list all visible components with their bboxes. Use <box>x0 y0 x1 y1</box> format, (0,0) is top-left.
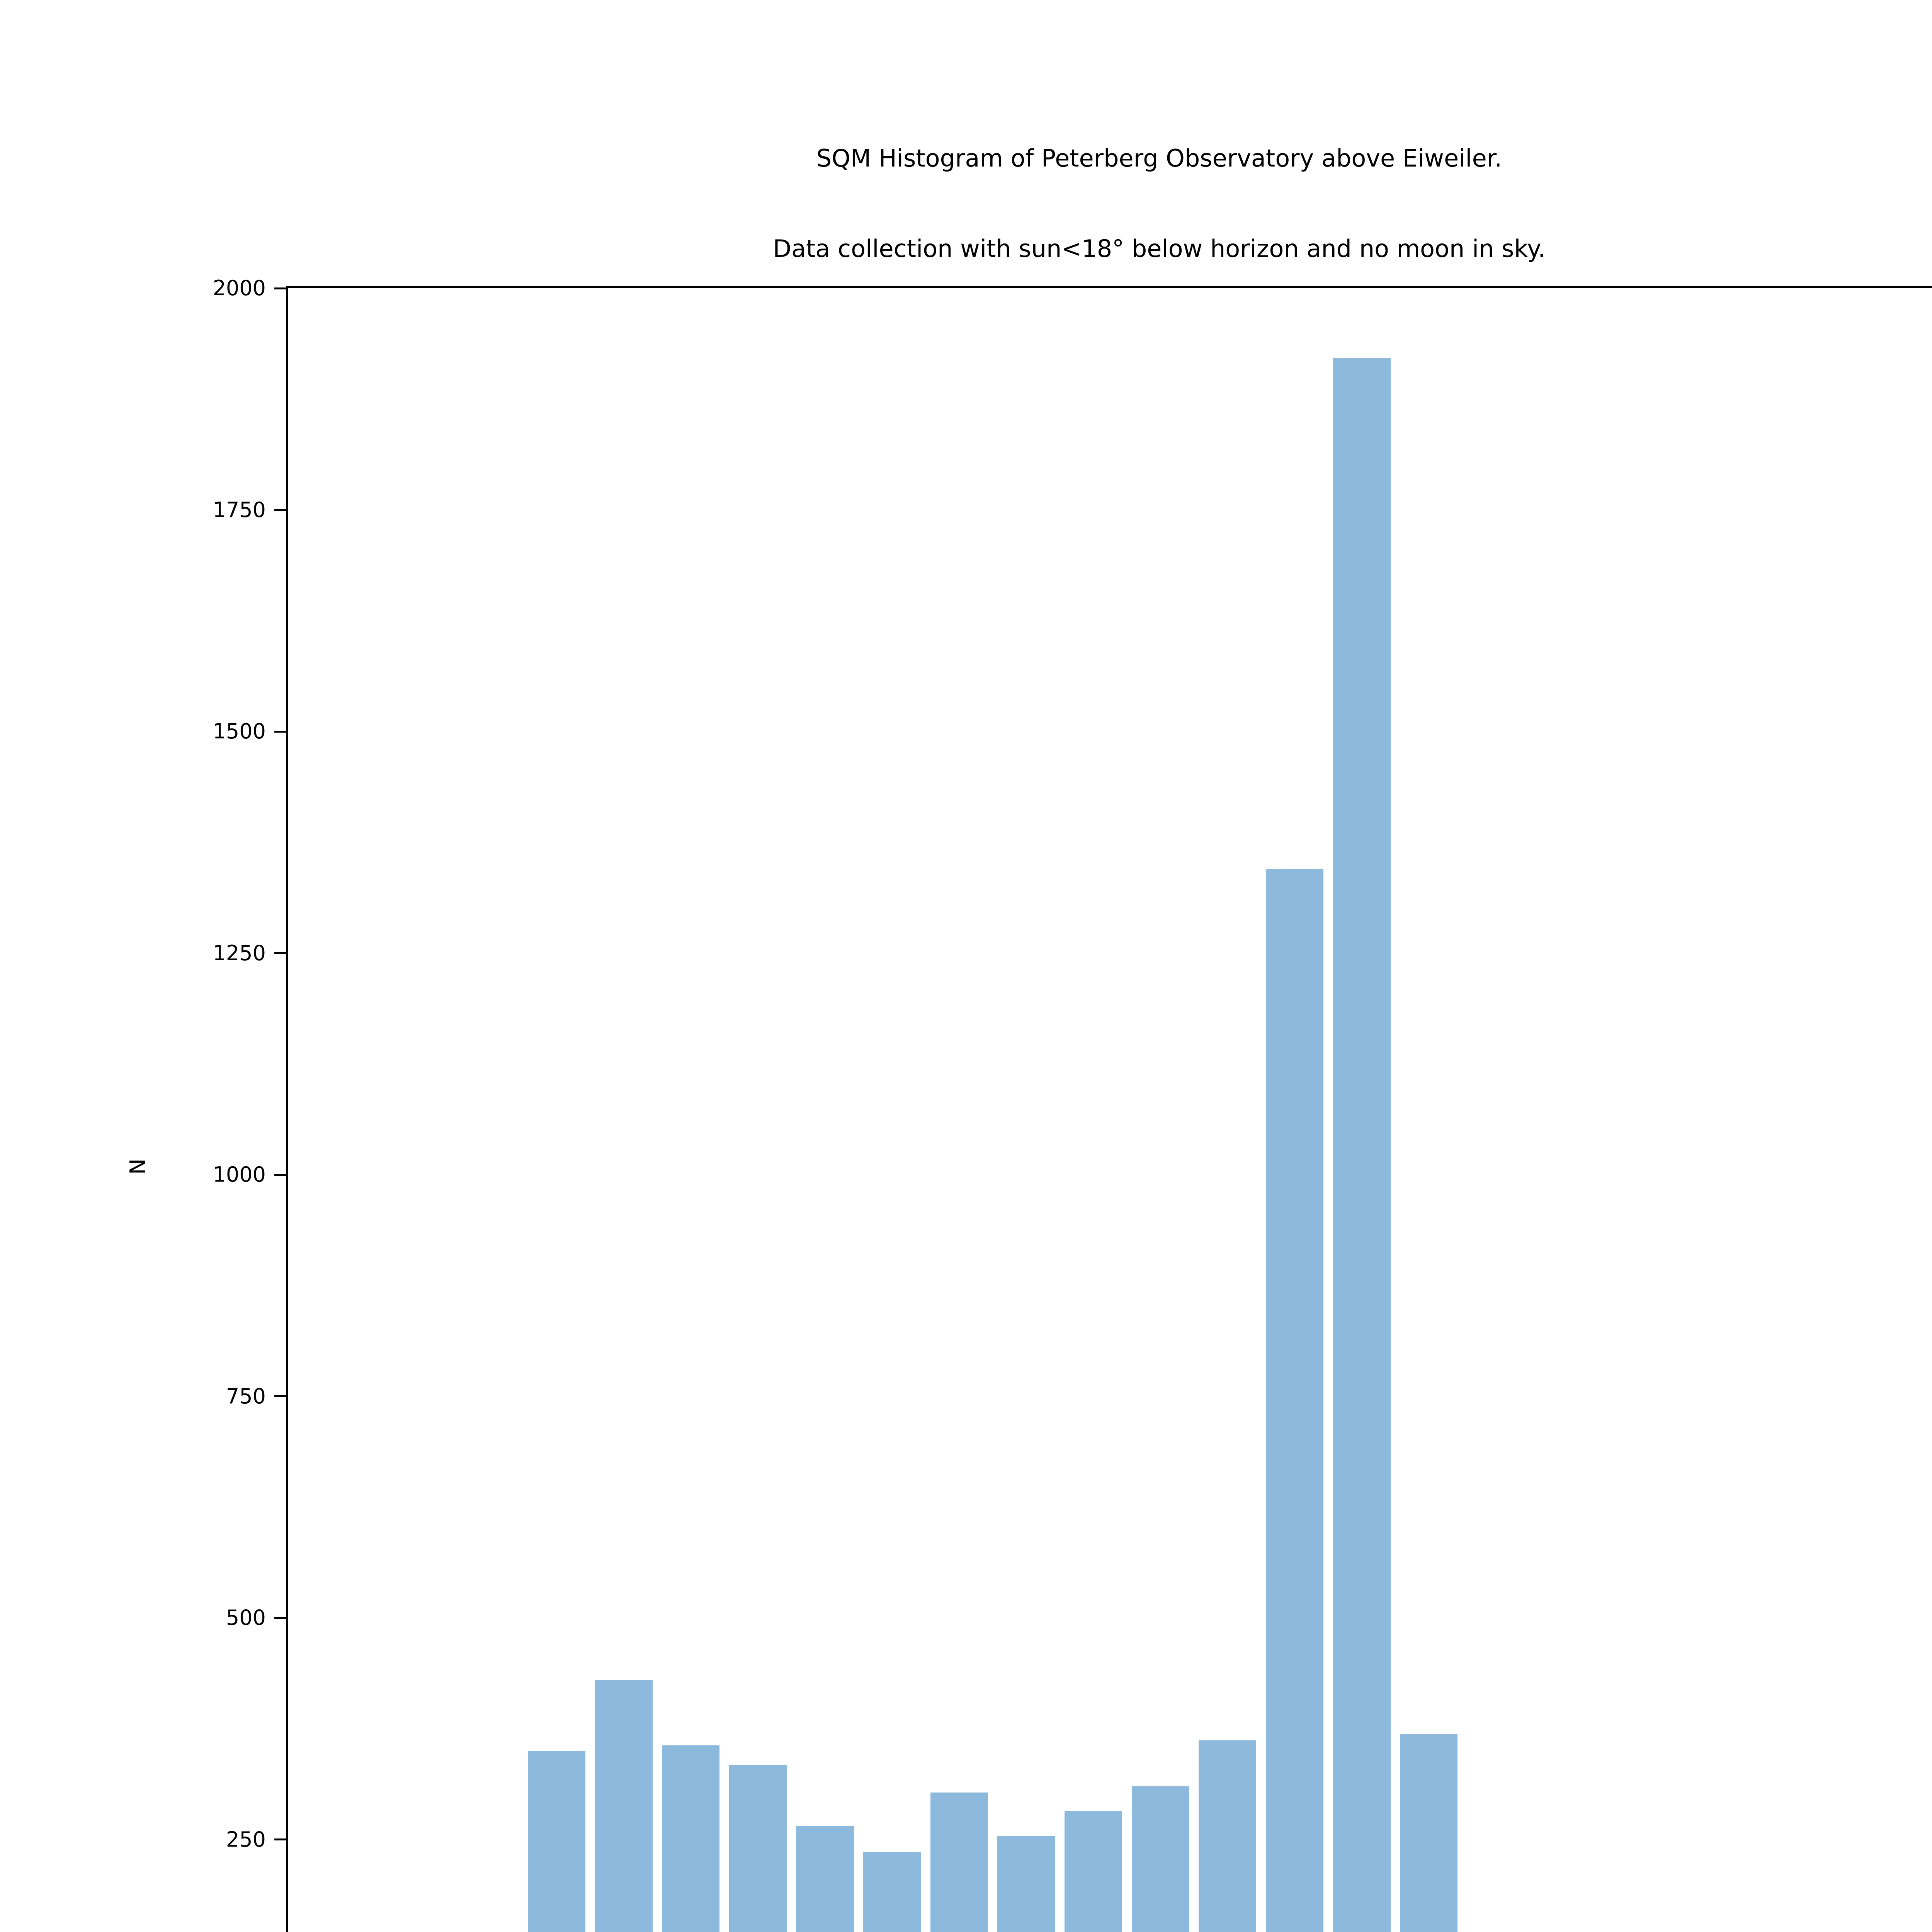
y-axis-tick-label: 2000 <box>213 276 266 300</box>
plot-area <box>274 287 1932 1932</box>
histogram-bar <box>662 1745 720 1932</box>
histogram-bar <box>930 1792 988 1932</box>
y-axis-tick-label: 750 <box>226 1384 266 1408</box>
chart-title-line-1: SQM Histogram of Peterberg Observatory a… <box>816 144 1502 172</box>
y-axis-tick <box>274 730 288 733</box>
plot-axes-frame <box>274 286 1932 1932</box>
y-axis-tick <box>274 509 288 511</box>
y-axis-tick-label: 1750 <box>213 497 266 522</box>
y-axis-tick-label: 250 <box>226 1827 266 1852</box>
histogram-bar <box>1333 358 1391 1932</box>
y-axis-tick <box>274 952 288 954</box>
histogram-bar <box>729 1765 787 1932</box>
chart-title-line-2: Data collection with sun<18° below horiz… <box>773 235 1546 263</box>
y-axis-tick-label: 1500 <box>213 719 266 743</box>
y-axis-tick-label: 1250 <box>213 940 266 965</box>
y-axis-tick <box>274 1395 288 1397</box>
y-axis-tick <box>274 1838 288 1840</box>
y-axis-tick <box>274 1617 288 1619</box>
histogram-bar <box>863 1852 921 1932</box>
histogram-bar <box>1199 1740 1257 1932</box>
histogram-bar <box>997 1836 1055 1932</box>
y-axis-tick <box>274 1173 288 1176</box>
y-axis-tick-label: 1000 <box>213 1162 266 1187</box>
histogram-bar <box>1400 1734 1458 1932</box>
y-axis-tick <box>274 287 288 289</box>
histogram-bar <box>1064 1811 1122 1932</box>
y-axis-tick-label: 500 <box>226 1605 266 1630</box>
histogram-bar <box>1131 1786 1189 1932</box>
histogram-bar <box>595 1680 653 1932</box>
histogram-bar <box>1265 869 1324 1932</box>
histogram-bar <box>796 1826 854 1932</box>
histogram-bar <box>527 1751 586 1932</box>
y-axis-title: N <box>126 1158 151 1175</box>
